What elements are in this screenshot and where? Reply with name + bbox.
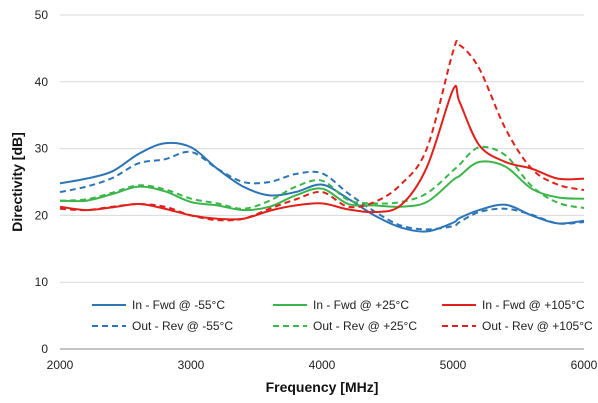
y-axis-title: Directivity [dB] [9, 132, 25, 232]
legend-label: Out - Rev @ +105°C [482, 319, 593, 333]
series-line [59, 84, 585, 221]
legend-label: Out - Rev @ +25°C [313, 319, 417, 333]
series-line [59, 150, 585, 231]
legend: In - Fwd @ -55°C In - Fwd @ +25°C In - Fwd… [92, 298, 593, 333]
series-line [59, 160, 585, 212]
series-lines [59, 39, 585, 233]
x-tick-labels: 2000 3000 4000 5000 6000 [47, 358, 598, 372]
y-tick-label: 0 [41, 342, 48, 356]
x-tick-label: 2000 [47, 358, 74, 372]
y-tick-label: 10 [35, 275, 49, 289]
x-tick-label: 3000 [178, 358, 205, 372]
y-tick-labels: 0 10 20 30 40 50 [35, 8, 49, 356]
gridlines [60, 14, 584, 283]
legend-label: In - Fwd @ +105°C [482, 298, 585, 312]
x-tick-label: 6000 [571, 358, 598, 372]
x-axis-title: Frequency [MHz] [266, 379, 379, 395]
x-tick-label: 5000 [440, 358, 467, 372]
y-tick-label: 40 [35, 75, 49, 89]
y-tick-label: 20 [35, 208, 49, 222]
legend-label: In - Fwd @ +25°C [313, 298, 409, 312]
series-line [59, 145, 585, 210]
series-line [59, 39, 585, 222]
x-tick-label: 4000 [309, 358, 336, 372]
y-tick-label: 30 [35, 142, 49, 156]
legend-label: Out - Rev @ -55°C [132, 319, 233, 333]
y-tick-label: 50 [35, 8, 49, 22]
series-line [59, 141, 585, 233]
legend-label: In - Fwd @ -55°C [132, 298, 225, 312]
